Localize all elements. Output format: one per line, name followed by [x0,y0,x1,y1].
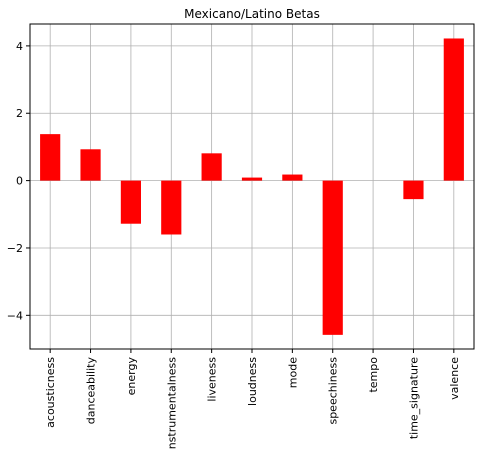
y-tick-label: −2 [7,242,23,255]
y-tick-label: −4 [7,309,23,322]
x-tick-label: speechiness [327,357,340,425]
bar-mode [282,174,303,181]
bar-valence [443,38,464,181]
bar-time_signature [403,180,424,200]
x-tick-label: time_signature [407,357,420,439]
x-tick-label: acousticness [44,357,57,428]
x-tick-label: energy [125,357,138,396]
bar-loudness [241,177,263,181]
bar-instrumentalness [161,180,182,235]
bar-acousticness [40,134,61,181]
x-tick-label: liveness [206,357,219,402]
bar-speechiness [322,180,343,335]
x-tick-label: tempo [367,357,380,393]
bar-liveness [201,153,222,181]
x-tick-label: danceability [85,357,98,425]
chart-title: Mexicano/Latino Betas [184,7,320,21]
y-tick-label: 0 [16,175,23,188]
x-tick-label: valence [448,357,461,400]
bar-energy [120,180,141,224]
y-tick-label: 4 [16,40,23,53]
x-tick-label: instrumentalness [165,357,178,450]
bar-danceability [80,149,101,181]
x-tick-label: mode [286,357,299,388]
x-tick-label: loudness [246,357,259,406]
y-tick-label: 2 [16,107,23,120]
